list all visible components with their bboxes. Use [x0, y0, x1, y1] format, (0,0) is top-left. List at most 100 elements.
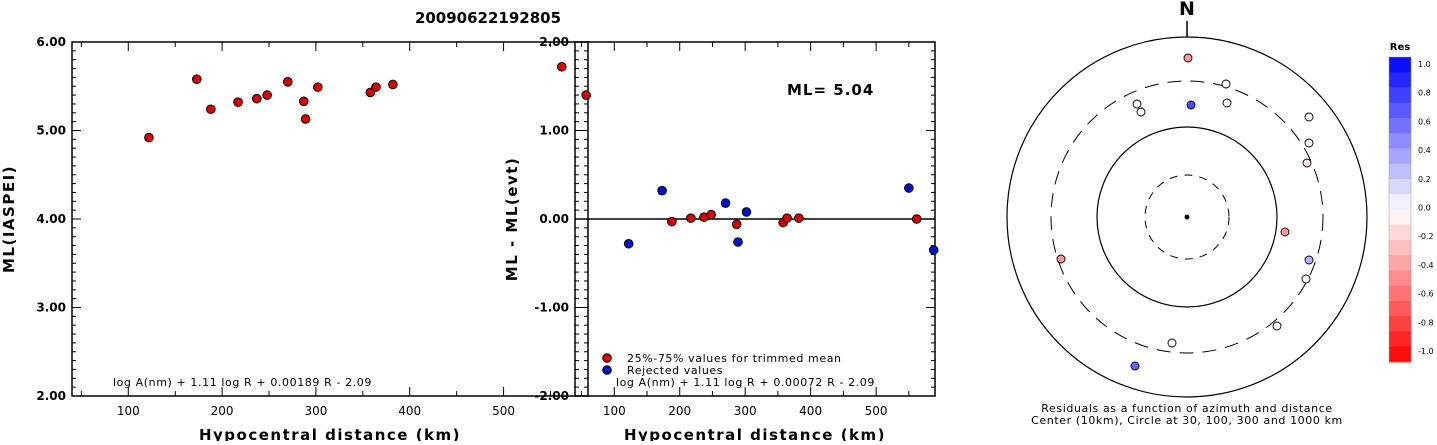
station-residual — [1222, 98, 1232, 108]
y-axis-label: ML - ML(evt) — [503, 157, 521, 281]
legend-marker — [602, 353, 612, 363]
residual-colorbar: Res 1.0 0.8 0.6 0.4 0.2 0.0 -0.2 -0.4 -0.6 -0.8 -1.… — [1388, 42, 1434, 363]
data-point — [388, 79, 398, 90]
colorbar-title: Res — [1390, 42, 1410, 53]
x-tick-label: 400 — [799, 404, 822, 418]
x-tick-label: 100 — [117, 404, 140, 418]
colorbar-frame — [1388, 56, 1412, 363]
colorbar-swatch — [1389, 331, 1411, 348]
epicenter-center — [1184, 214, 1190, 220]
data-point — [233, 97, 243, 107]
colorbar-swatch — [1389, 224, 1411, 241]
data-point — [313, 82, 323, 92]
formula-label: log A(nm) + 1.11 log R + 0.00189 R - 2.0… — [113, 376, 372, 389]
data-point — [720, 198, 731, 208]
colorbar-swatch — [1389, 240, 1411, 256]
data-point — [741, 207, 752, 217]
colorbar-label: 0.0 — [1418, 204, 1431, 213]
colorbar-swatch — [1389, 133, 1411, 149]
colorbar-swatch — [1389, 194, 1411, 210]
data-point — [191, 74, 202, 84]
x-axis-label: Hypocentral distance (km) — [624, 426, 886, 441]
colorbar-label: -0.2 — [1418, 232, 1434, 241]
formula-label: log A(nm) + 1.11 log R + 0.00072 R - 2.0… — [616, 376, 875, 389]
data-point — [282, 77, 293, 87]
colorbar-label: 1.0 — [1418, 60, 1431, 69]
data-point — [706, 209, 716, 220]
station-residual — [1304, 112, 1314, 122]
colorbar-swatch — [1389, 255, 1411, 271]
station-residual — [1272, 321, 1282, 331]
x-tick-label: 500 — [865, 404, 888, 418]
colorbar-swatch — [1389, 102, 1411, 119]
station-residual — [1304, 255, 1314, 265]
data-point — [300, 114, 311, 124]
ml-annotation: ML= 5.04 — [787, 81, 874, 99]
station-residual — [1186, 100, 1196, 110]
station-residual — [1301, 274, 1311, 284]
station-residual — [1304, 138, 1314, 148]
station-residual — [1056, 254, 1066, 264]
colorbar-swatch — [1389, 72, 1411, 88]
data-point — [206, 104, 216, 115]
y-axis-label: ML(IASPEI) — [0, 165, 18, 273]
station-residual — [1302, 158, 1312, 168]
colorbar-label: 0.4 — [1418, 146, 1431, 155]
colorbar-swatch — [1389, 316, 1411, 332]
figure-title: 20090622192805 — [415, 9, 561, 27]
data-point — [904, 183, 914, 193]
data-point — [794, 213, 804, 223]
station-residual — [1167, 338, 1177, 348]
station-residual — [1221, 79, 1231, 89]
colorbar-swatch — [1389, 270, 1411, 287]
data-point — [733, 237, 743, 247]
colorbar-swatch — [1389, 346, 1411, 363]
y-tick-label: 6.00 — [36, 35, 66, 49]
north-label: N — [1179, 0, 1195, 20]
colorbar-swatch — [1389, 57, 1411, 73]
data-point — [911, 214, 922, 224]
colorbar-label: 0.6 — [1418, 117, 1431, 126]
colorbar-label: -1.0 — [1418, 347, 1434, 356]
y-tick-label: 1.00 — [539, 124, 569, 138]
data-point — [686, 213, 696, 223]
y-tick-label: 0.00 — [539, 212, 569, 226]
data-point — [581, 90, 591, 100]
legend-label: Rejected values — [627, 364, 723, 377]
colorbar-label: -0.8 — [1418, 318, 1434, 327]
data-point — [731, 219, 742, 230]
legend-label: 25%-75% values for trimmed mean — [627, 352, 842, 365]
y-tick-label: 4.00 — [36, 212, 66, 226]
colorbar-swatch — [1389, 87, 1411, 104]
y-tick-label: 2.00 — [539, 35, 569, 49]
y-tick-label: 3.00 — [36, 301, 66, 315]
data-point — [657, 185, 667, 196]
y-tick-label: 5.00 — [36, 124, 66, 138]
x-tick-label: 200 — [668, 404, 691, 418]
y-tick-label: -2.00 — [534, 389, 569, 403]
colorbar-swatch — [1389, 301, 1411, 317]
colorbar-label: -0.6 — [1418, 290, 1434, 299]
y-tick-label: 2.00 — [36, 389, 66, 403]
colorbar-label: 0.2 — [1418, 175, 1431, 184]
data-point — [262, 90, 272, 100]
ring-30km — [1144, 174, 1230, 260]
x-tick-label: 300 — [734, 404, 757, 418]
x-tick-label: 500 — [492, 404, 515, 418]
data-point — [298, 96, 309, 107]
data-point — [556, 61, 567, 72]
x-tick-label: 200 — [211, 404, 234, 418]
colorbar-swatch — [1389, 285, 1411, 302]
colorbar-label: -0.4 — [1418, 261, 1434, 270]
data-point — [371, 82, 381, 92]
x-tick-label: 400 — [398, 404, 421, 418]
azimuth-residual-map: N Residuals as a function of azimuth and … — [1006, 0, 1368, 427]
data-point — [252, 93, 262, 104]
colorbar-swatch — [1389, 118, 1411, 134]
data-point — [928, 245, 939, 255]
legend-marker — [602, 365, 612, 375]
colorbar-swatch — [1389, 179, 1411, 195]
magnitude-distance-chart: 100 200 300 400 500 2.00 3.00 4.00 5.00 6.00 Hypoc… — [0, 35, 591, 444]
residual-distance-chart: 100 200 300 400 500 -2.00 -1.00 0.00 1.00 2.00 Hyp… — [503, 35, 939, 444]
